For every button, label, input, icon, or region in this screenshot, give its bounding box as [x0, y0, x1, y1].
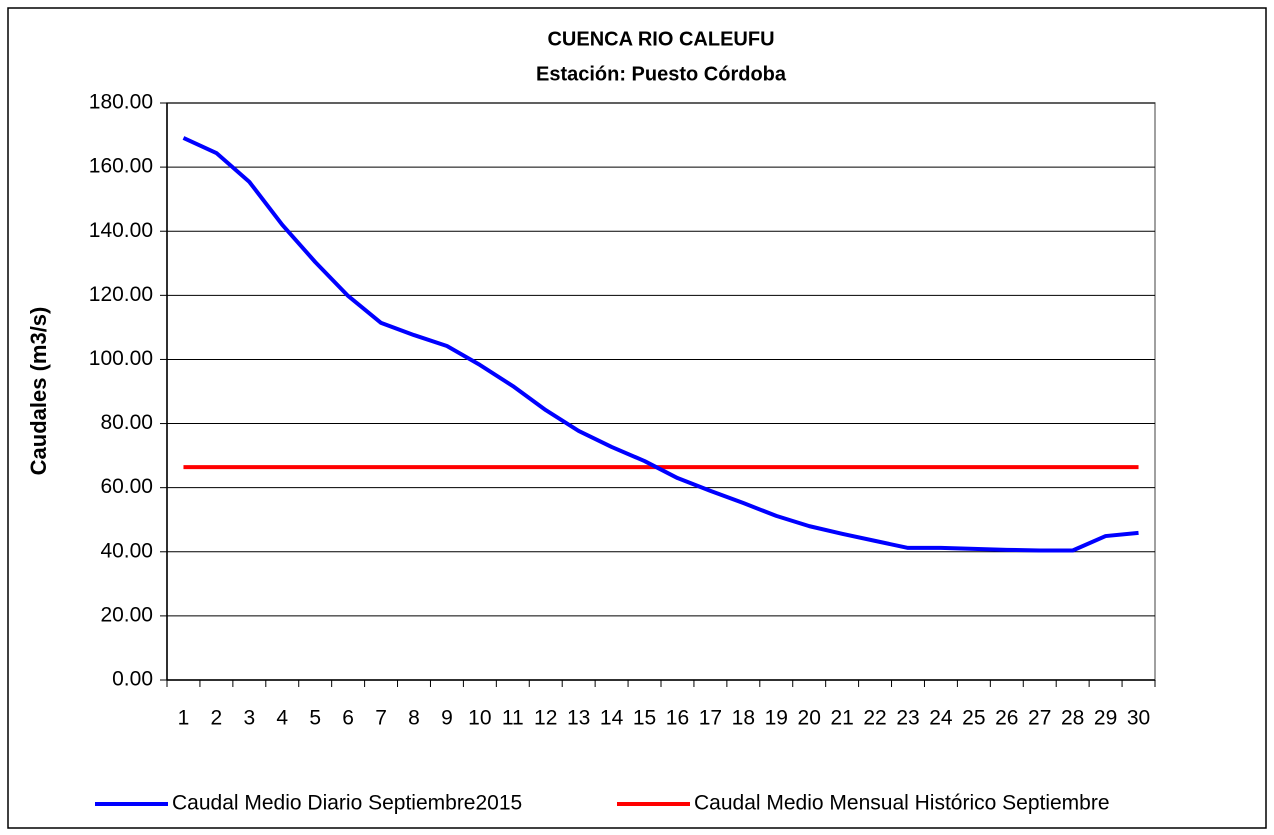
y-tick-label: 120.00	[89, 283, 153, 306]
x-tick-label: 27	[1028, 707, 1051, 730]
x-tick-label: 6	[342, 707, 354, 730]
x-tick-label: 19	[765, 707, 788, 730]
x-tick-label: 12	[534, 707, 557, 730]
y-tick-label: 0.00	[112, 668, 153, 691]
y-tick-label: 160.00	[89, 155, 153, 178]
x-tick-label: 16	[666, 707, 689, 730]
x-tick-label: 9	[441, 707, 453, 730]
x-tick-label: 20	[798, 707, 821, 730]
x-tick-label: 1	[178, 707, 190, 730]
x-tick-label: 7	[375, 707, 387, 730]
x-tick-label: 17	[699, 707, 722, 730]
x-tick-label: 15	[633, 707, 656, 730]
y-tick-label: 40.00	[100, 539, 153, 562]
x-tick-label: 30	[1127, 707, 1150, 730]
x-tick-label: 10	[468, 707, 491, 730]
x-tick-label: 24	[929, 707, 953, 730]
x-tick-label: 18	[732, 707, 755, 730]
x-tick-label: 22	[863, 707, 886, 730]
legend-label: Caudal Medio Diario Septiembre2015	[172, 792, 522, 815]
y-tick-label: 140.00	[89, 219, 153, 242]
x-tick-label: 5	[309, 707, 321, 730]
x-tick-label: 21	[830, 707, 853, 730]
y-tick-label: 180.00	[89, 91, 153, 114]
plot-area	[166, 102, 1156, 681]
x-tick-label: 29	[1094, 707, 1117, 730]
y-tick-label: 100.00	[89, 347, 153, 370]
legend-label: Caudal Medio Mensual Histórico Septiembr…	[694, 792, 1110, 815]
y-axis-title: Caudales (m3/s)	[26, 307, 51, 476]
x-tick-label: 28	[1061, 707, 1084, 730]
y-tick-label: 60.00	[100, 475, 153, 498]
x-tick-label: 26	[995, 707, 1018, 730]
x-tick-label: 4	[276, 707, 288, 730]
x-tick-label: 3	[243, 707, 255, 730]
x-tick-label: 11	[502, 707, 524, 730]
y-tick-label: 20.00	[100, 603, 153, 626]
line-series	[182, 136, 1139, 553]
x-tick-label: 25	[962, 707, 985, 730]
chart-subtitle: Estación: Puesto Córdoba	[536, 63, 787, 85]
x-tick-label: 14	[600, 707, 624, 730]
x-tick-label: 2	[211, 707, 223, 730]
x-tick-label: 13	[567, 707, 590, 730]
chart-title: CUENCA RIO CALEUFU	[547, 28, 774, 50]
x-tick-label: 23	[896, 707, 919, 730]
x-tick-label: 8	[408, 707, 420, 730]
y-tick-label: 80.00	[100, 411, 153, 434]
